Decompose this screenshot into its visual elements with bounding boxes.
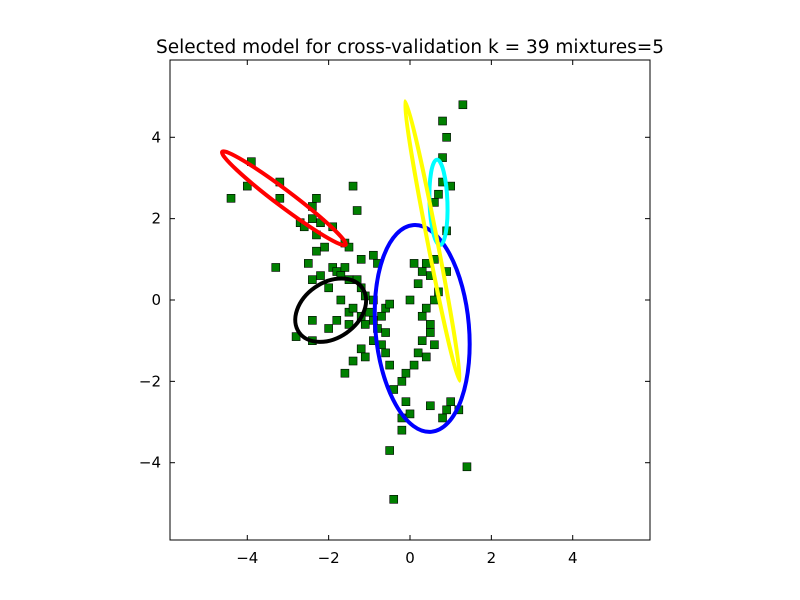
data-point xyxy=(413,348,423,358)
data-point xyxy=(340,368,350,378)
data-point xyxy=(336,295,346,305)
data-point xyxy=(340,263,350,272)
data-point xyxy=(405,409,415,419)
data-point xyxy=(409,360,419,370)
data-point xyxy=(348,303,358,313)
data-point xyxy=(426,320,435,329)
ellipses-layer xyxy=(219,99,472,434)
data-point xyxy=(348,356,358,366)
data-point xyxy=(442,405,451,415)
data-point xyxy=(312,246,321,256)
gaussian-component-ellipse xyxy=(372,223,472,434)
x-tick-label: 4 xyxy=(568,549,578,567)
data-point xyxy=(430,340,439,350)
data-point xyxy=(320,242,329,252)
data-point xyxy=(316,271,325,280)
data-point xyxy=(275,194,285,203)
data-point xyxy=(226,194,236,203)
data-point xyxy=(413,279,423,289)
data-point xyxy=(421,259,431,268)
gaussian-component-ellipse xyxy=(402,99,462,383)
data-point xyxy=(426,328,435,337)
data-point xyxy=(417,311,427,321)
data-point xyxy=(324,283,333,293)
data-point xyxy=(417,267,427,276)
ticks-layer: −4 −2 0 2 4 −4 −2 0 2 4 xyxy=(139,60,650,567)
data-point xyxy=(426,401,435,411)
gaussian-component-ellipse xyxy=(219,149,348,248)
x-tick-label: 0 xyxy=(405,549,415,567)
y-tick-label: −2 xyxy=(139,372,161,390)
data-point xyxy=(417,336,427,345)
data-point xyxy=(308,275,317,284)
data-point xyxy=(356,344,366,354)
data-point xyxy=(458,100,468,110)
data-point xyxy=(438,413,447,423)
x-tick-label: −2 xyxy=(318,549,340,567)
data-point xyxy=(438,153,447,162)
y-tick-label: −4 xyxy=(139,454,161,472)
y-tick-label: 2 xyxy=(151,210,161,228)
data-point xyxy=(344,320,354,329)
data-point xyxy=(324,324,333,333)
data-point xyxy=(271,263,281,272)
gaussian-component-ellipse xyxy=(293,276,369,344)
x-tick-label: −4 xyxy=(236,549,258,567)
data-point xyxy=(385,446,394,455)
chart-title: Selected model for cross-validation k = … xyxy=(156,37,664,58)
data-point xyxy=(356,255,366,264)
data-point xyxy=(344,242,354,252)
axes: −4 −2 0 2 4 −4 −2 0 2 4 xyxy=(139,59,651,567)
data-point xyxy=(434,189,443,199)
data-point xyxy=(385,299,394,309)
data-point xyxy=(462,462,472,472)
data-point xyxy=(389,495,399,504)
plot-frame xyxy=(169,59,651,541)
data-point xyxy=(401,397,411,406)
data-point xyxy=(381,328,390,337)
y-tick-label: 4 xyxy=(151,128,161,146)
data-point xyxy=(438,116,447,126)
data-point xyxy=(352,206,362,215)
y-tick-label: 0 xyxy=(151,291,161,309)
data-point xyxy=(421,303,431,313)
data-point xyxy=(397,425,407,435)
data-point xyxy=(442,132,451,142)
data-point xyxy=(308,214,317,223)
data-point xyxy=(308,316,317,325)
data-point xyxy=(304,259,313,268)
data-point xyxy=(409,259,419,268)
data-point xyxy=(421,352,431,362)
data-point xyxy=(385,360,394,370)
data-point xyxy=(360,352,370,362)
points-layer xyxy=(226,100,472,504)
data-point xyxy=(397,377,407,386)
data-point xyxy=(369,250,378,260)
data-point xyxy=(360,320,370,329)
data-point xyxy=(348,181,358,191)
data-point xyxy=(377,311,386,321)
data-point xyxy=(401,368,411,378)
data-point xyxy=(446,397,455,406)
data-point xyxy=(242,181,252,191)
x-tick-label: 2 xyxy=(487,549,497,567)
data-point xyxy=(312,194,321,203)
data-point xyxy=(405,295,415,305)
data-point xyxy=(332,316,342,325)
data-point xyxy=(381,348,390,358)
